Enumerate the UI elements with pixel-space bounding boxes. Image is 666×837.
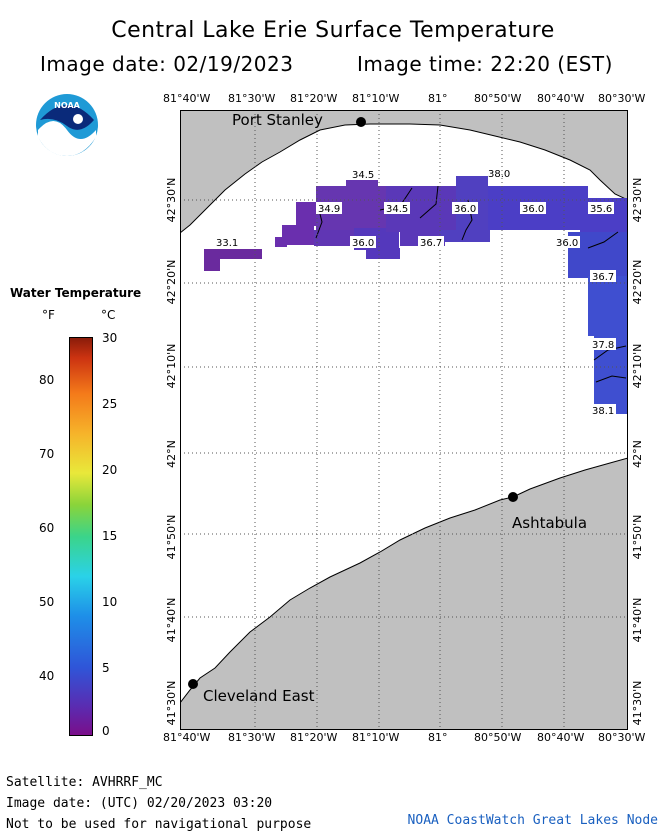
legend-f-tick: 60 [39,521,55,535]
lat-tick: 42°N [165,440,178,468]
satellite-text: Satellite: AVHRRF_MC [6,775,163,790]
lon-tick-bottom: 80°30'W [598,731,646,744]
port-stanley-label: Port Stanley [232,111,323,129]
north-shore-land [180,110,628,234]
contour-label: 36.7 [420,238,442,249]
footer-info: Satellite: AVHRRF_MC Image date: (UTC) 0… [6,772,311,835]
utc-date-text: Image date: (UTC) 02/20/2023 03:20 [6,796,273,811]
contour-label: 34.5 [352,170,374,181]
lon-tick-bottom: 81°30'W [228,731,276,744]
lon-tick-bottom: 81°20'W [290,731,338,744]
lat-tick: 41°40'N [165,598,178,643]
noaa-logo: NOAA [36,94,98,156]
lon-tick-top: 81°10'W [352,92,400,105]
image-time: Image time: 22:20 (EST) [357,52,613,76]
legend-c-tick: 0 [102,724,110,738]
lat-ticks-right: 42°30'N 42°20'N 42°10'N 42°N 41°50'N 41°… [631,178,644,726]
lon-tick-top: 80°40'W [537,92,585,105]
contour-label: 36.0 [352,238,374,249]
legend-c-tick: 5 [102,661,110,675]
temperature-colorbar [69,337,93,736]
contour-label: 34.5 [386,204,408,215]
legend-c-tick: 25 [102,397,118,411]
disclaimer-text: Not to be used for navigational purpose [6,817,312,832]
legend-f-tick: 70 [39,447,55,461]
lat-tick: 42°20'N [631,260,644,305]
legend-f-tick: 80 [39,373,55,387]
ashtabula-marker [508,492,518,502]
contour-label: 36.7 [592,272,614,283]
contour-label: 36.0 [556,238,578,249]
contour-label: 36.0 [454,204,476,215]
logo-text: NOAA [54,101,80,110]
legend-title: Water Temperature [10,286,142,300]
lon-tick-bottom: 80°40'W [537,731,585,744]
legend-c-tick: 20 [102,463,118,477]
credit-text: NOAA CoastWatch Great Lakes Node [407,813,658,828]
contour-label: 36.0 [522,204,544,215]
lat-tick: 41°30'N [165,681,178,726]
map-frame [180,110,628,730]
lon-tick-top: 80°30'W [598,92,646,105]
lat-ticks-left: 42°30'N 42°20'N 42°10'N 42°N 41°50'N 41°… [165,178,178,726]
legend-f-tick: 40 [39,669,55,683]
lat-tick: 42°10'N [631,344,644,389]
lat-lon-grid [180,110,628,730]
lat-tick: 42°20'N [165,260,178,305]
contour-label: 35.6 [590,204,612,215]
lon-tick-top: 80°50'W [474,92,522,105]
lat-tick: 42°30'N [631,178,644,223]
cleveland-east-label: Cleveland East [203,687,315,705]
lon-tick-top: 81° [428,92,448,105]
contour-label: 38.1 [592,406,614,417]
image-date: Image date: 02/19/2023 [40,52,294,76]
lon-tick-top: 81°30'W [228,92,276,105]
legend-unit-f: °F [42,308,55,322]
legend-c-tick: 15 [102,529,118,543]
contour-label: 34.9 [318,204,340,215]
lon-tick-bottom: 81°10'W [352,731,400,744]
lat-tick: 42°10'N [165,344,178,389]
lon-tick-bottom: 81°40'W [163,731,211,744]
lon-tick-bottom: 80°50'W [474,731,522,744]
contour-label-group: 34.5 38.0 34.9 34.5 36.0 36.0 35.6 33.1 … [216,169,616,417]
lon-tick-top: 81°20'W [290,92,338,105]
lat-tick: 41°50'N [631,515,644,560]
lon-tick-bottom: 81° [428,731,448,744]
lake-map: 34.5 38.0 34.9 34.5 36.0 36.0 35.6 33.1 … [180,110,628,730]
lat-tick: 42°30'N [165,178,178,223]
contour-label: 38.0 [488,169,510,180]
legend-f-tick: 50 [39,595,55,609]
legend-c-tick: 10 [102,595,118,609]
cleveland-east-marker [188,679,198,689]
legend-unit-c: °C [101,308,116,322]
ashtabula-label: Ashtabula [512,514,587,532]
lat-tick: 42°N [631,440,644,468]
contour-label: 33.1 [216,238,238,249]
map-title: Central Lake Erie Surface Temperature [111,18,555,43]
lon-tick-top: 81°40'W [163,92,211,105]
legend-c-tick: 30 [102,331,118,345]
port-stanley-marker [356,117,366,127]
contour-label: 37.8 [592,340,614,351]
lat-tick: 41°30'N [631,681,644,726]
lat-tick: 41°40'N [631,598,644,643]
lat-tick: 41°50'N [165,515,178,560]
